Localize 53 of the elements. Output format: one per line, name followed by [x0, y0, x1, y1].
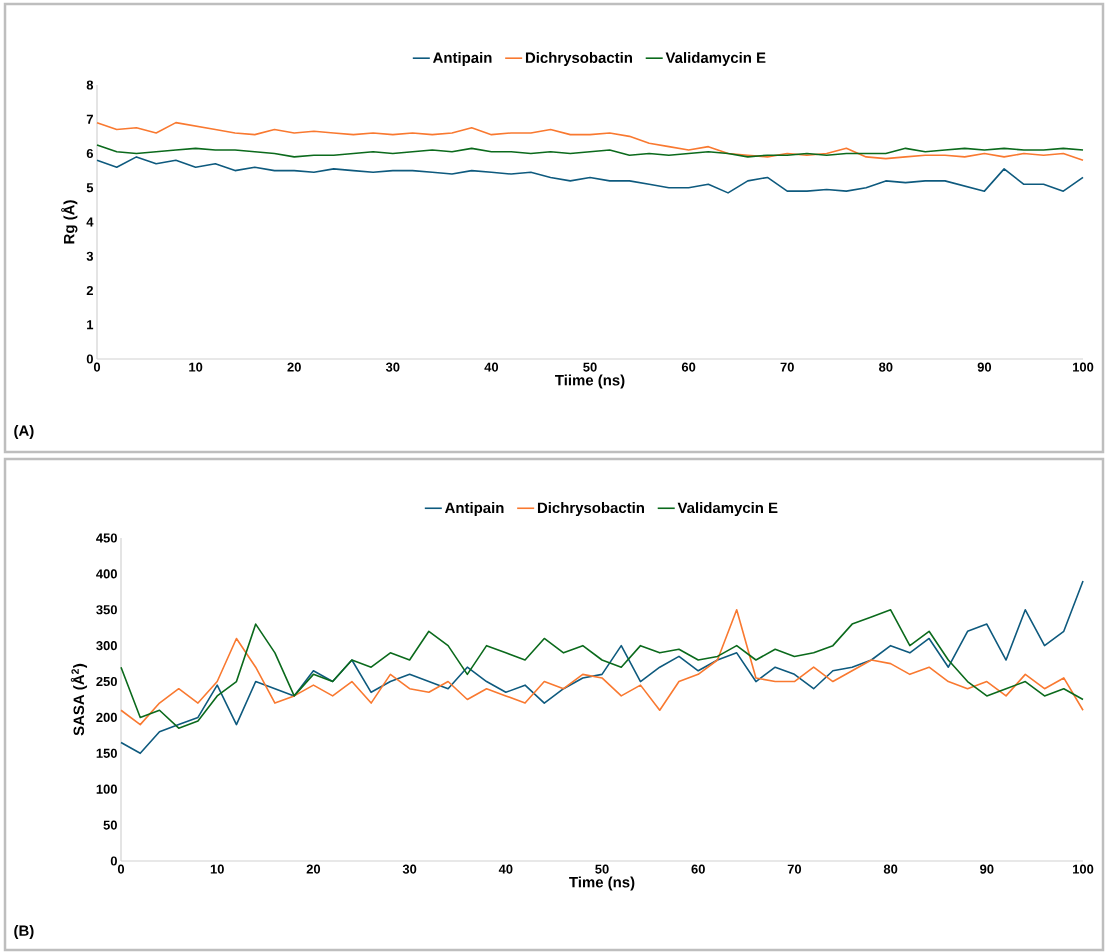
x-tick-label: 0	[117, 864, 125, 874]
text: (A)	[14, 425, 34, 439]
y-tick-label: 450	[96, 533, 117, 543]
x-tick-label: 80	[879, 362, 893, 372]
y-tick-label: 6	[86, 148, 94, 159]
y-tick-label: 350	[96, 605, 117, 615]
y-tick-label: 300	[96, 641, 117, 651]
x-tick-label: 70	[787, 864, 802, 874]
legend-label: Validamycin E	[677, 502, 778, 517]
y-axis-title: Rg (Å)	[61, 200, 78, 244]
x-tick-label: 80	[883, 864, 898, 874]
x-tick-label: 20	[287, 362, 301, 372]
y-tick-label: 7	[86, 114, 93, 124]
y-tick-label: 2	[86, 285, 93, 295]
x-tick-label: 40	[498, 864, 513, 874]
y-tick-label: 250	[96, 676, 117, 687]
y-tick-label: 3	[86, 251, 94, 261]
legend-label: Antipain	[444, 502, 504, 517]
y-tick-label: 150	[96, 748, 117, 758]
x-tick-label: 60	[691, 864, 705, 874]
y-tick-label: 4	[86, 217, 94, 227]
x-tick-label: 60	[681, 362, 696, 372]
y-tick-label: 0	[110, 856, 117, 866]
text: (B)	[14, 925, 34, 939]
legend-label: Validamycin E	[665, 52, 766, 66]
x-tick-label: 90	[977, 362, 992, 372]
y-tick-label: 100	[96, 784, 117, 794]
x-tick-label: 10	[210, 864, 224, 874]
y-tick-label: 0	[86, 354, 93, 364]
legend-label: Dichrysobactin	[525, 52, 632, 66]
x-tick-label: 10	[189, 362, 203, 372]
y-tick-label: 1	[87, 320, 94, 330]
x-tick-label: 20	[306, 864, 321, 874]
x-tick-label: 30	[402, 864, 417, 874]
y-tick-label: 8	[86, 80, 94, 90]
y-tick-label: 5	[86, 183, 94, 193]
x-tick-label: 40	[484, 362, 499, 372]
legend-label: Antipain	[432, 52, 492, 66]
x-tick-label: 50	[583, 362, 597, 372]
y-tick-label: 400	[96, 569, 117, 579]
x-tick-label: 100	[1073, 864, 1094, 874]
line-series	[120, 580, 1084, 755]
y-tick-label: 200	[96, 712, 117, 723]
y-axis-title: SASA (Å$^{2}$)	[70, 663, 88, 736]
x-axis-title: Tiime (ns)	[555, 374, 625, 389]
x-tick-label: 90	[980, 864, 994, 874]
y-tick-label: 50	[103, 820, 117, 830]
legend-label: Dichrysobactin	[537, 502, 644, 517]
x-tick-label: 70	[780, 362, 794, 372]
x-tick-label: 30	[385, 362, 400, 372]
x-axis-title: Time (ns)	[569, 876, 635, 891]
x-tick-label: 50	[595, 864, 609, 874]
x-tick-label: 100	[1073, 362, 1094, 372]
